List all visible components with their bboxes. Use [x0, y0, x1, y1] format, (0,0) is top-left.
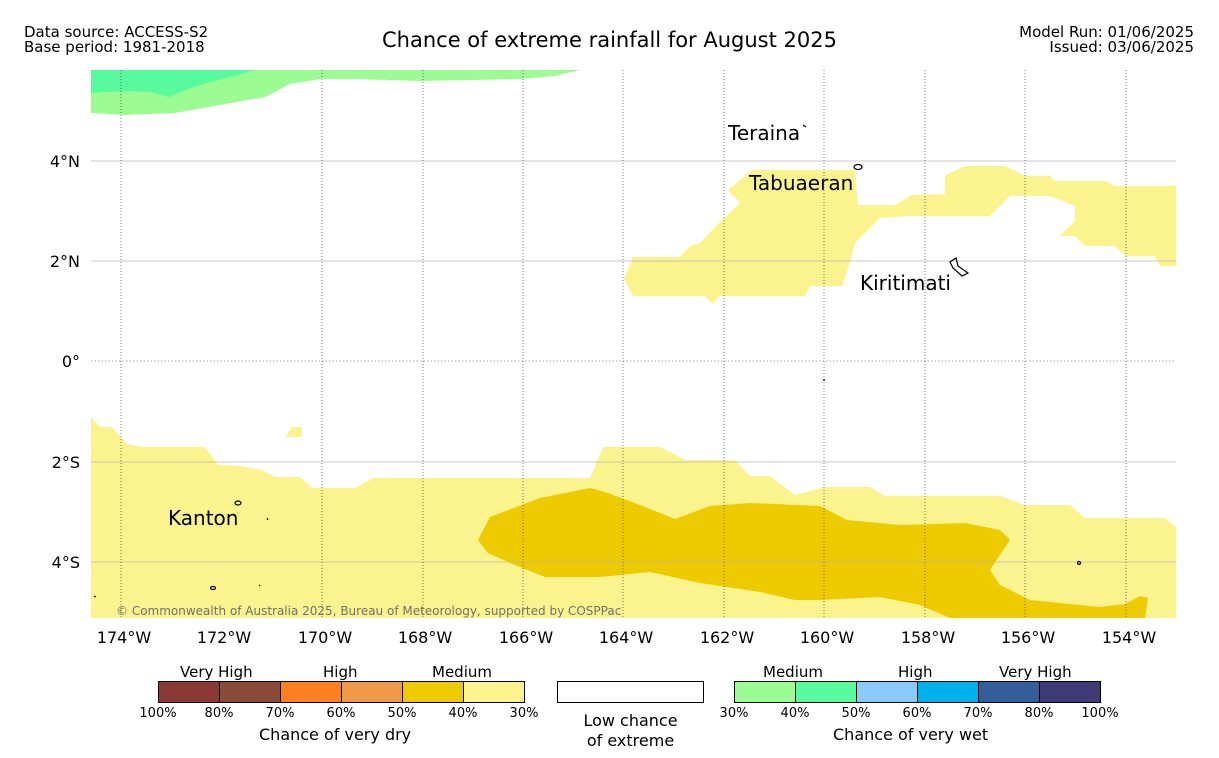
lat-gridlines — [91, 160, 1176, 563]
legend-neutral-label: Low chance of extreme — [557, 711, 704, 751]
issued-text: Issued: 03/06/2025 — [1049, 38, 1194, 56]
legend-dry-group-high: High — [323, 663, 358, 681]
legend-dry-title: Chance of very dry — [259, 725, 412, 744]
legend-color-swatch — [280, 681, 342, 703]
place-label-kanton: Kanton — [168, 506, 238, 530]
place-label-tabuaeran: Tabuaeran — [748, 171, 853, 195]
legend-color-swatch — [1039, 681, 1101, 703]
place-label-kiritimati: Kiritimati — [860, 271, 951, 295]
base-period-text: Base period: 1981-2018 — [24, 38, 205, 56]
data-source-text: Data source: ACCESS-S2 — [24, 23, 209, 41]
legend-color-swatch — [856, 681, 918, 703]
lon-label: 170°W — [298, 628, 353, 647]
lon-label: 160°W — [800, 628, 855, 647]
legend-color-swatch — [158, 681, 220, 703]
lat-label: 0° — [62, 352, 80, 371]
lat-label: 4°S — [52, 553, 80, 572]
legend-wet-title: Chance of very wet — [833, 725, 989, 744]
lon-label: 166°W — [499, 628, 554, 647]
legend-dry-group-very-high: Very High — [180, 663, 253, 681]
lat-labels: 4°N 2°N 0° 2°S 4°S — [50, 152, 80, 572]
legend-neutral-swatch — [557, 681, 704, 703]
model-run-text: Model Run: 01/06/2025 — [1019, 23, 1194, 41]
legend-wet-group-very-high: Very High — [999, 663, 1072, 681]
copyright-text: © Commonwealth of Australia 2025, Bureau… — [116, 604, 621, 618]
legend-color-swatch — [795, 681, 857, 703]
legend-wet-group-medium: Medium — [763, 663, 823, 681]
lon-label: 174°W — [97, 628, 152, 647]
legend-color-swatch — [978, 681, 1040, 703]
map-area: Teraina Tabuaeran Kiritimati Kanton © Co… — [91, 70, 1176, 618]
wet-region-medium-40 — [91, 70, 255, 97]
legend-tick-label: 50% — [387, 706, 417, 721]
place-label-teraina: Teraina — [727, 121, 800, 145]
legend-neutral-line1: Low chance — [583, 711, 678, 730]
legend-color-swatch — [341, 681, 403, 703]
lon-gridlines — [120, 70, 1127, 618]
legend-tick-label: 30% — [509, 706, 539, 721]
legend-tick-label: 70% — [265, 706, 295, 721]
legend-color-swatch — [219, 681, 281, 703]
wet-region-medium — [91, 70, 580, 115]
lon-label: 158°W — [901, 628, 956, 647]
legend-tick-label: 80% — [1024, 706, 1054, 721]
lat-label: 2°S — [52, 453, 80, 472]
legend-neutral-line2: of extreme — [586, 731, 675, 750]
lon-label: 168°W — [398, 628, 453, 647]
legend-dry-group-medium: Medium — [432, 663, 492, 681]
legend-color-swatch — [463, 681, 525, 703]
legend-color-swatch — [917, 681, 979, 703]
header-source-block: Data source: ACCESS-S2 Base period: 1981… — [24, 25, 208, 55]
lon-label: 156°W — [1001, 628, 1056, 647]
lon-label: 172°W — [197, 628, 252, 647]
lon-label: 162°W — [700, 628, 755, 647]
map-title: Chance of extreme rainfall for August 20… — [382, 28, 837, 52]
lat-label: 4°N — [50, 152, 80, 171]
dry-region-south-40 — [478, 488, 1148, 618]
legend-tick-label: 40% — [780, 706, 810, 721]
legend-color-swatch — [402, 681, 464, 703]
legend-tick-label: 100% — [1081, 706, 1119, 721]
legend-tick-label: 30% — [719, 706, 749, 721]
legend-tick-label: 50% — [841, 706, 871, 721]
lat-label: 2°N — [50, 252, 80, 271]
dry-region-south-patch — [285, 427, 302, 437]
legend-color-swatch — [734, 681, 796, 703]
header-run-block: Model Run: 01/06/2025 Issued: 03/06/2025 — [1019, 25, 1194, 55]
lon-label: 154°W — [1102, 628, 1157, 647]
island-outlines — [93, 124, 1082, 598]
dry-region-north — [624, 166, 1176, 304]
lon-label: 164°W — [599, 628, 654, 647]
legend-tick-label: 80% — [204, 706, 234, 721]
legend-tick-label: 40% — [448, 706, 478, 721]
lon-labels: 174°W 172°W 170°W 168°W 166°W 164°W 162°… — [97, 628, 1157, 647]
legend-wet-group-high: High — [898, 663, 933, 681]
legend-tick-label: 60% — [326, 706, 356, 721]
legend-tick-label: 60% — [902, 706, 932, 721]
legend-tick-label: 100% — [139, 706, 177, 721]
legend-tick-label: 70% — [963, 706, 993, 721]
